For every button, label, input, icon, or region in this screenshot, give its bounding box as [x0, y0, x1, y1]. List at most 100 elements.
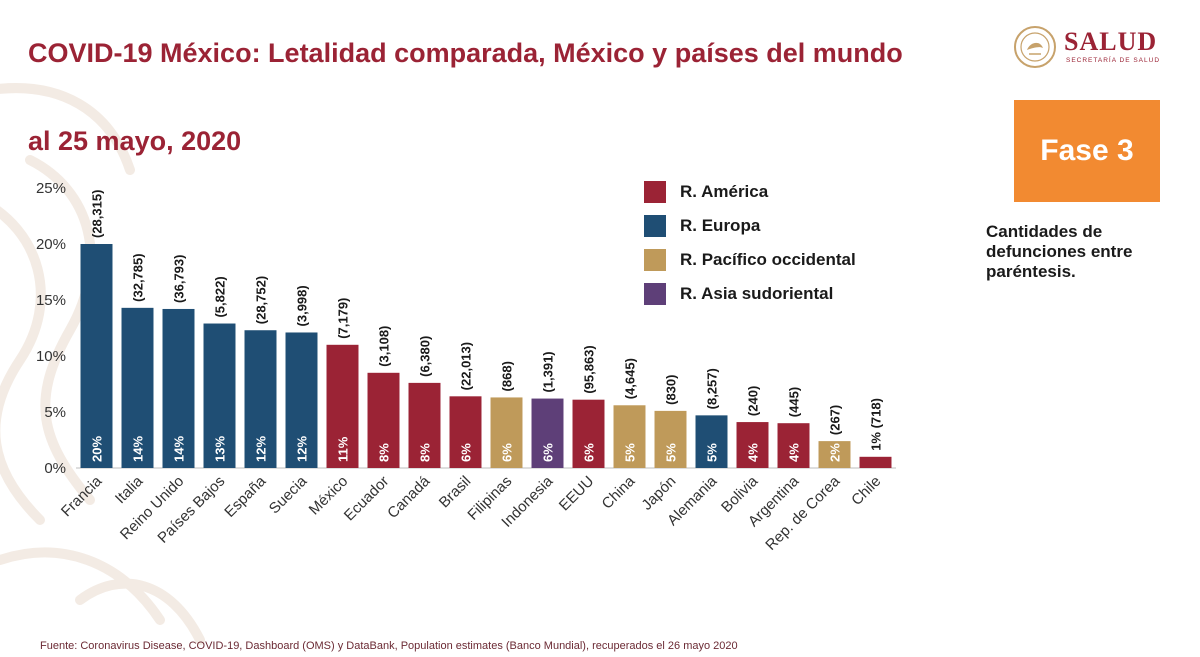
bar-deaths-label: (3,998): [295, 285, 310, 326]
mexico-seal-icon: [1014, 26, 1056, 68]
x-tick-label: Ecuador: [341, 473, 393, 525]
bar-deaths-label: (5,822): [213, 276, 228, 317]
legend-label: R. Europa: [680, 216, 761, 235]
bar-deaths-label: (36,793): [172, 255, 187, 303]
legend-swatch: [644, 249, 666, 271]
bar-italia: [121, 307, 154, 468]
bar-bolivia: [736, 422, 769, 468]
bar-deaths-label: (32,785): [131, 253, 146, 301]
x-tick-label: China: [599, 472, 639, 512]
bar-deaths-label: (445): [787, 387, 802, 417]
phase-badge: Fase 3: [1014, 100, 1160, 202]
bar-value-label: 4%: [746, 443, 761, 462]
salud-logo: SALUD SECRETARÍA DE SALUD: [1012, 22, 1172, 72]
legend-label: R. Asia sudoriental: [680, 284, 834, 303]
deaths-note: Cantidades de defunciones entre paréntes…: [986, 222, 1133, 281]
bar-deaths-label: (267): [828, 405, 843, 435]
x-tick-label: Rep. de Corea: [762, 472, 843, 553]
bar-deaths-label: (830): [664, 375, 679, 405]
y-tick-label: 20%: [36, 236, 66, 253]
x-tick-label: Canadá: [384, 472, 434, 522]
logo-subtext: SECRETARÍA DE SALUD: [1066, 57, 1161, 64]
chart-subtitle: al 25 mayo, 2020: [28, 126, 242, 156]
chart-title: COVID-19 México: Letalidad comparada, Mé…: [28, 38, 903, 68]
bar-deaths-label: (28,315): [90, 190, 105, 238]
legend-swatch: [644, 215, 666, 237]
bar-deaths-label: (868): [500, 361, 515, 391]
x-tick-label: Italia: [112, 472, 147, 507]
bar-value-label: 8%: [377, 443, 392, 462]
bar-deaths-label: (1,391): [541, 351, 556, 392]
bar-deaths-label: (28,752): [254, 276, 269, 324]
x-tick-label: España: [221, 472, 269, 520]
bar-value-label: 6%: [582, 443, 597, 462]
bar-value-label: 2%: [828, 443, 843, 462]
x-tick-label: EEUU: [556, 473, 597, 514]
bar-francia: [80, 244, 113, 468]
bar-value-label: 12%: [254, 436, 269, 462]
bar-alemania: [695, 415, 728, 468]
bar-deaths-label: 1% (718): [869, 398, 884, 451]
bar-deaths-label: (240): [746, 386, 761, 416]
bar-rep-de-corea: [818, 441, 851, 468]
bar-suecia: [285, 332, 318, 468]
bar-value-label: 5%: [623, 443, 638, 462]
bar-value-label: 6%: [541, 443, 556, 462]
bar-value-label: 5%: [664, 443, 679, 462]
legend-swatch: [644, 181, 666, 203]
y-tick-label: 5%: [44, 404, 66, 421]
bar-value-label: 14%: [131, 436, 146, 462]
legend-label: R. América: [680, 182, 769, 201]
bar-deaths-label: (95,863): [582, 345, 597, 393]
legend-label: R. Pacífico occidental: [680, 250, 856, 269]
bar-value-label: 5%: [705, 443, 720, 462]
legend-item-america: R. América: [644, 175, 856, 209]
bar-chile: [859, 456, 892, 468]
x-tick-label: Chile: [848, 473, 884, 509]
source-note: Fuente: Coronavirus Disease, COVID-19, D…: [40, 640, 738, 652]
y-tick-label: 25%: [36, 180, 66, 197]
bar-eeuu: [572, 399, 605, 468]
y-tick-label: 10%: [36, 348, 66, 365]
bar-m-xico: [326, 344, 359, 468]
bar-deaths-label: (7,179): [336, 298, 351, 339]
logo-text: SALUD: [1064, 27, 1158, 56]
x-tick-label: Brasil: [436, 473, 475, 512]
bar-deaths-label: (3,108): [377, 326, 392, 367]
x-tick-label: Suecia: [266, 472, 311, 517]
bar-china: [613, 405, 646, 468]
bar-espa-a: [244, 330, 277, 468]
bar-value-label: 11%: [336, 436, 351, 462]
chart-legend: R. América R. Europa R. Pacífico occidenta…: [644, 175, 856, 311]
bar-jap-n: [654, 410, 687, 468]
bar-value-label: 12%: [295, 436, 310, 462]
bar-value-label: 20%: [90, 436, 105, 462]
bar-canad-: [408, 382, 441, 468]
bar-argentina: [777, 423, 810, 468]
bar-brasil: [449, 396, 482, 468]
x-tick-label: Francia: [58, 472, 106, 520]
bar-value-label: 14%: [172, 436, 187, 462]
bar-value-label: 6%: [500, 443, 515, 462]
y-tick-label: 0%: [44, 460, 66, 477]
bar-reino-unido: [162, 308, 195, 468]
bar-ecuador: [367, 372, 400, 468]
bar-value-label: 8%: [418, 443, 433, 462]
bar-deaths-label: (4,645): [623, 358, 638, 399]
y-tick-label: 15%: [36, 292, 66, 309]
bar-value-label: 6%: [459, 443, 474, 462]
bar-value-label: 4%: [787, 443, 802, 462]
bar-pa-ses-bajos: [203, 323, 236, 468]
legend-swatch: [644, 283, 666, 305]
bar-deaths-label: (6,380): [418, 336, 433, 377]
bar-filipinas: [490, 397, 523, 468]
bar-deaths-label: (8,257): [705, 368, 720, 409]
bar-value-label: 13%: [213, 436, 228, 462]
bar-indonesia: [531, 398, 564, 468]
bar-deaths-label: (22,013): [459, 342, 474, 390]
legend-item-asia: R. Asia sudoriental: [644, 277, 856, 311]
legend-item-pacifico: R. Pacífico occidental: [644, 243, 856, 277]
legend-item-europa: R. Europa: [644, 209, 856, 243]
